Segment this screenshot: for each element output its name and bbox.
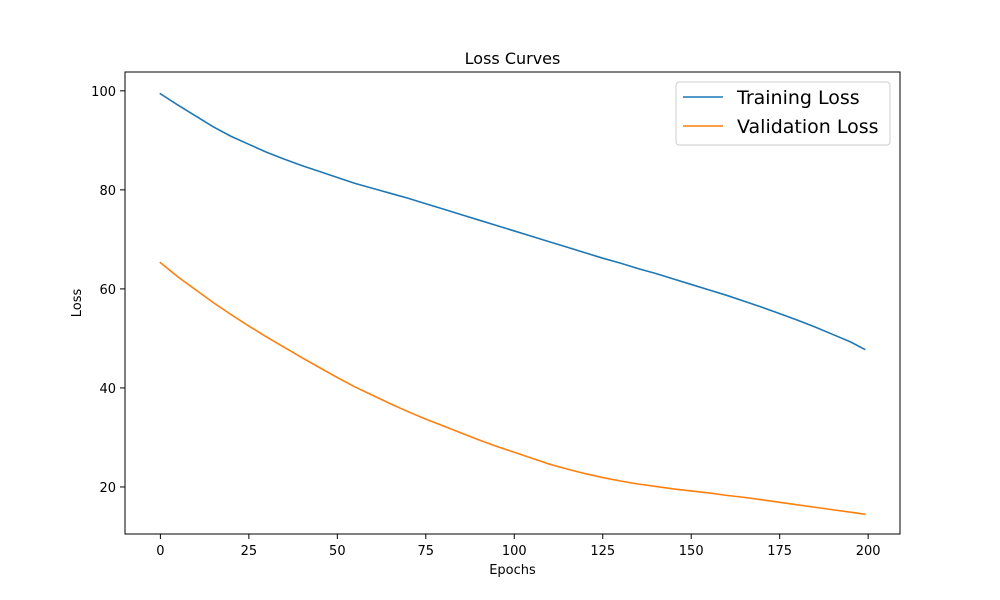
legend-label: Validation Loss	[737, 116, 879, 138]
series-layer	[159, 92, 866, 516]
x-tick-label: 0	[156, 544, 164, 559]
plot-background	[125, 72, 900, 534]
x-tick-label: 25	[241, 544, 258, 559]
plot-frame	[124, 71, 901, 535]
y-tick-label: 20	[99, 481, 116, 496]
chart-title: Loss Curves	[465, 49, 561, 68]
x-tick-label: 125	[590, 544, 615, 559]
y-tick-label: 40	[99, 382, 116, 397]
x-tick-label: 150	[679, 544, 704, 559]
y-axis-label: Loss	[70, 289, 85, 318]
legend-label: Training Loss	[736, 87, 860, 109]
x-tick-label: 100	[502, 544, 527, 559]
y-tick-label: 60	[99, 283, 116, 298]
x-tick-label: 200	[856, 544, 881, 559]
x-axis: 0 25 50 75 100 125 150 175 200	[156, 534, 881, 559]
y-axis: 20 40 60 80 100	[91, 85, 125, 496]
y-tick-label: 80	[99, 184, 116, 199]
x-tick-label: 75	[418, 544, 435, 559]
x-axis-label: Epochs	[489, 563, 536, 578]
y-tick-label: 100	[91, 85, 116, 100]
x-tick-label: 50	[329, 544, 346, 559]
legend: Training Loss Validation Loss	[675, 81, 891, 146]
plot-area	[124, 71, 901, 535]
legend-box	[675, 81, 891, 146]
x-tick-label: 175	[767, 544, 792, 559]
series-line-training-loss	[159, 92, 866, 351]
series-line-validation-loss	[159, 261, 866, 516]
